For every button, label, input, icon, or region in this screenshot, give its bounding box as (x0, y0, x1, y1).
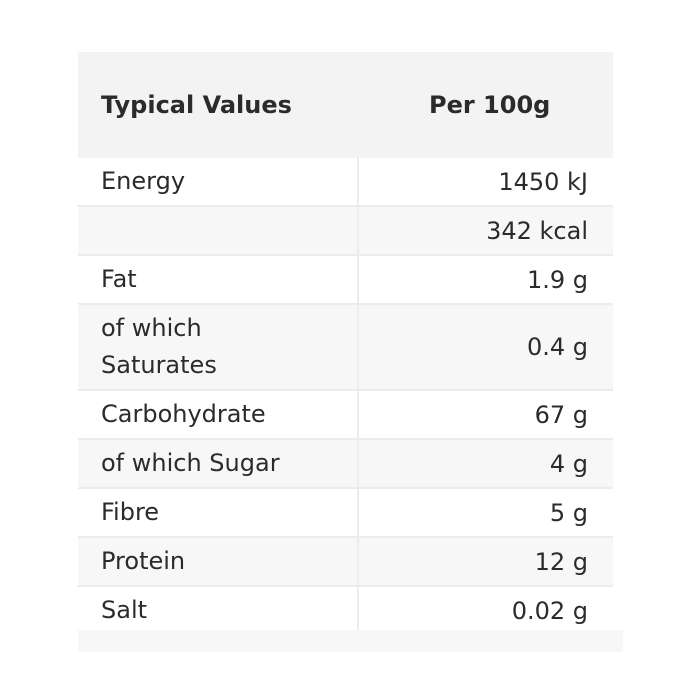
header-per-100g: Per 100g (429, 91, 551, 119)
table-row: of which Saturates 0.4 g (78, 305, 613, 391)
row-value: 0.02 g (511, 596, 588, 625)
table-body: Energy 1450 kJ 342 kcal Fat 1.9 g of whi… (78, 158, 613, 636)
table-row: 342 kcal (78, 207, 613, 256)
header-typical-values: Typical Values (101, 91, 292, 119)
row-label: Protein (78, 538, 359, 585)
table-row: Energy 1450 kJ (78, 158, 613, 207)
row-value: 67 g (534, 400, 588, 429)
row-value: 5 g (549, 498, 588, 527)
table-row: Fat 1.9 g (78, 256, 613, 305)
row-label: Energy (78, 158, 359, 205)
table-row: Fibre 5 g (78, 489, 613, 538)
row-value: 0.4 g (526, 333, 588, 361)
table-row: Protein 12 g (78, 538, 613, 587)
row-label: Salt (78, 587, 359, 634)
table-header: Typical Values Per 100g (78, 52, 613, 158)
nutrition-table: Typical Values Per 100g Energy 1450 kJ 3… (78, 52, 613, 636)
row-label: Carbohydrate (78, 391, 359, 438)
row-label (78, 207, 359, 254)
table-row: Salt 0.02 g (78, 587, 613, 636)
table-row: Carbohydrate 67 g (78, 391, 613, 440)
row-label: of which Sugar (78, 440, 359, 487)
table-footer-band (78, 630, 623, 652)
row-value: 4 g (549, 449, 588, 478)
row-value: 342 kcal (486, 216, 588, 245)
row-label: Fat (78, 256, 359, 303)
row-label: of which Saturates (78, 305, 359, 389)
row-value: 12 g (534, 547, 588, 576)
row-value: 1450 kJ (498, 167, 588, 196)
table-row: of which Sugar 4 g (78, 440, 613, 489)
row-value: 1.9 g (526, 265, 588, 294)
row-label: Fibre (78, 489, 359, 536)
